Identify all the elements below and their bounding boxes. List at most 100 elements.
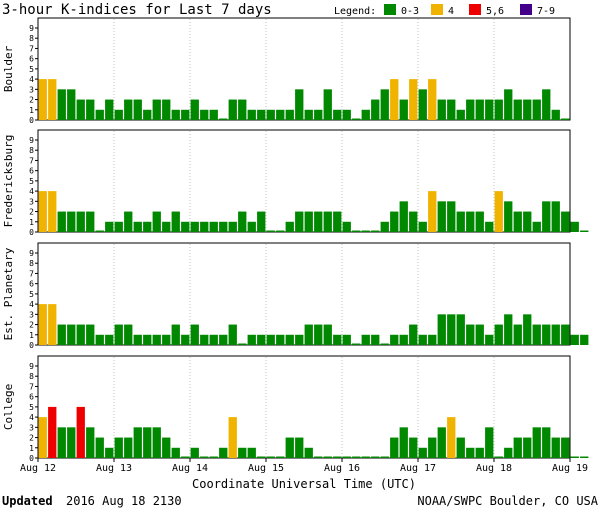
k-bar bbox=[323, 89, 332, 120]
k-bar bbox=[124, 324, 133, 345]
k-bar bbox=[542, 324, 551, 345]
k-bar bbox=[152, 334, 161, 345]
k-bar bbox=[561, 211, 570, 232]
k-bar bbox=[466, 447, 475, 458]
k-bar bbox=[466, 324, 475, 345]
k-bar bbox=[190, 99, 199, 120]
updated-label: Updated bbox=[2, 494, 53, 508]
k-bar bbox=[390, 334, 399, 345]
k-bar bbox=[418, 447, 427, 458]
y-tick-label: 7 bbox=[29, 44, 34, 53]
y-tick-label: 4 bbox=[29, 300, 34, 309]
y-tick-label: 3 bbox=[29, 197, 34, 206]
k-bar bbox=[105, 99, 114, 120]
k-bar bbox=[342, 456, 351, 458]
k-bar bbox=[504, 447, 513, 458]
k-bar bbox=[561, 118, 570, 120]
y-tick-label: 4 bbox=[29, 75, 34, 84]
y-tick-label: 0 bbox=[29, 341, 34, 350]
k-bar bbox=[133, 99, 142, 120]
y-tick-label: 1 bbox=[29, 218, 34, 227]
k-bar bbox=[209, 334, 218, 345]
k-bar bbox=[257, 334, 266, 345]
k-bar bbox=[238, 211, 247, 232]
k-bar bbox=[314, 109, 323, 120]
y-tick-label: 4 bbox=[29, 413, 34, 422]
y-tick-label: 8 bbox=[29, 146, 34, 155]
k-bar bbox=[295, 437, 304, 458]
k-bar bbox=[200, 456, 209, 458]
k-bar bbox=[513, 437, 522, 458]
y-tick-label: 3 bbox=[29, 85, 34, 94]
k-bar bbox=[342, 221, 351, 232]
k-bar bbox=[409, 324, 418, 345]
y-tick-label: 9 bbox=[29, 249, 34, 258]
k-bar bbox=[456, 109, 465, 120]
k-bar bbox=[57, 211, 66, 232]
k-bar bbox=[86, 211, 95, 232]
legend-label-1: 4 bbox=[448, 6, 454, 17]
k-bar bbox=[95, 334, 104, 345]
k-bar bbox=[580, 230, 589, 232]
k-bar bbox=[352, 456, 361, 458]
k-bar bbox=[219, 221, 228, 232]
k-bar bbox=[67, 89, 76, 120]
k-bar bbox=[285, 221, 294, 232]
k-bar bbox=[428, 191, 437, 232]
y-tick-label: 3 bbox=[29, 423, 34, 432]
y-tick-label: 6 bbox=[29, 55, 34, 64]
k-bar bbox=[190, 324, 199, 345]
k-bar bbox=[390, 79, 399, 120]
k-bar bbox=[48, 79, 57, 120]
k-bar bbox=[143, 334, 152, 345]
y-tick-label: 7 bbox=[29, 382, 34, 391]
k-bar bbox=[257, 109, 266, 120]
k-bar bbox=[181, 334, 190, 345]
x-tick-label: Aug 19 bbox=[552, 463, 588, 474]
y-tick-label: 8 bbox=[29, 259, 34, 268]
k-bar bbox=[323, 324, 332, 345]
k-bar bbox=[162, 334, 171, 345]
k-bar bbox=[266, 230, 275, 232]
x-tick-label: Aug 15 bbox=[248, 463, 284, 474]
panel-label: Est. Planetary bbox=[2, 247, 15, 340]
k-bar bbox=[219, 447, 228, 458]
k-bar bbox=[114, 109, 123, 120]
k-bar bbox=[437, 201, 446, 232]
k-bar bbox=[399, 201, 408, 232]
k-bar bbox=[200, 334, 209, 345]
k-bar bbox=[428, 437, 437, 458]
k-bar bbox=[162, 99, 171, 120]
k-bar bbox=[380, 221, 389, 232]
k-bar bbox=[513, 324, 522, 345]
k-bar bbox=[238, 447, 247, 458]
k-bar bbox=[542, 427, 551, 458]
legend-swatch-1 bbox=[431, 4, 443, 15]
k-bar bbox=[494, 99, 503, 120]
k-bar bbox=[219, 118, 228, 120]
k-bar bbox=[561, 437, 570, 458]
k-bar bbox=[152, 211, 161, 232]
k-bar bbox=[247, 109, 256, 120]
k-bar bbox=[475, 447, 484, 458]
k-bar bbox=[143, 109, 152, 120]
k-bar bbox=[86, 99, 95, 120]
k-bar bbox=[238, 99, 247, 120]
y-tick-label: 1 bbox=[29, 106, 34, 115]
k-bar bbox=[38, 304, 47, 345]
k-bar bbox=[276, 456, 285, 458]
k-bar bbox=[456, 211, 465, 232]
k-bar bbox=[504, 314, 513, 345]
k-bar bbox=[447, 201, 456, 232]
k-bar bbox=[466, 99, 475, 120]
k-bar bbox=[314, 324, 323, 345]
legend-label-0: 0-3 bbox=[401, 6, 419, 17]
k-bar bbox=[238, 343, 247, 345]
y-tick-label: 7 bbox=[29, 156, 34, 165]
k-bar bbox=[532, 427, 541, 458]
k-bar bbox=[361, 456, 370, 458]
k-bar bbox=[181, 109, 190, 120]
